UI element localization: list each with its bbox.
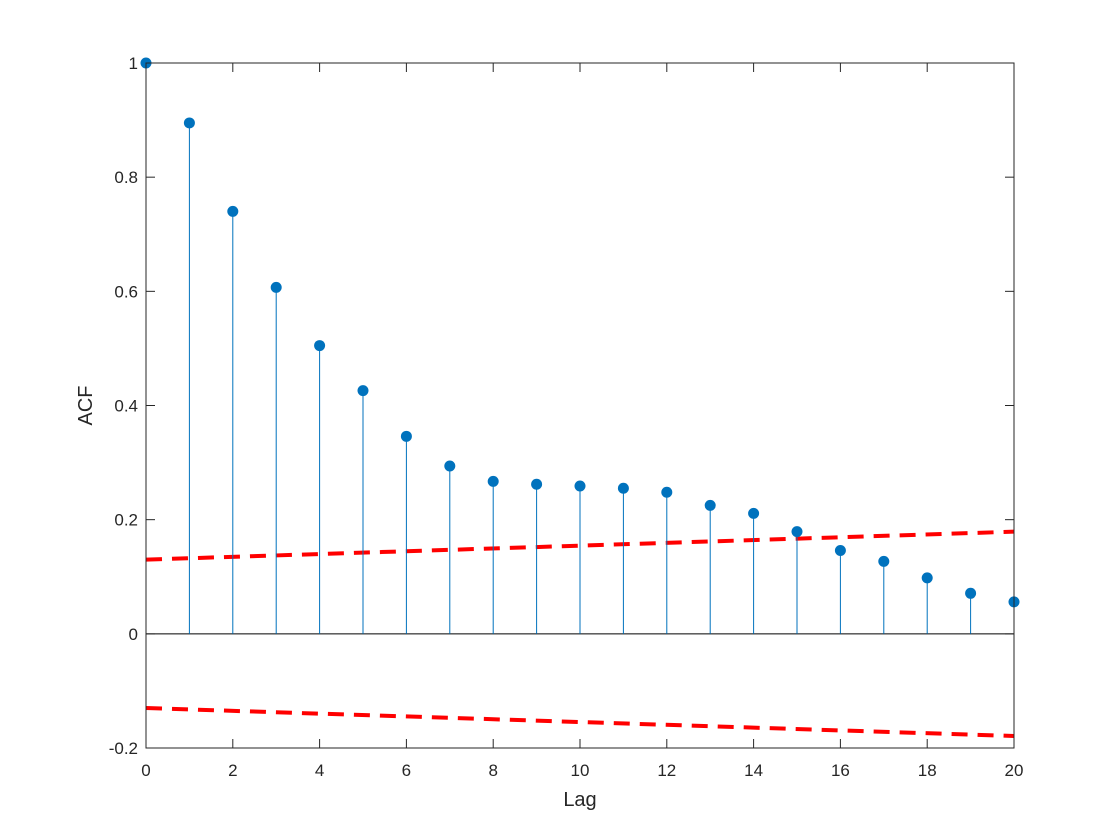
data-point (661, 486, 673, 498)
x-tick-label: 20 (1005, 761, 1024, 780)
lower-confidence-bound (145, 706, 1015, 739)
x-tick-label: 10 (571, 761, 590, 780)
data-point (400, 430, 412, 442)
data-point (357, 385, 369, 397)
x-tick-label: 0 (141, 761, 150, 780)
x-tick-label: 16 (831, 761, 850, 780)
y-tick-label: 0.2 (114, 511, 138, 530)
y-tick-label: 0.8 (114, 168, 138, 187)
y-tick-label: 1 (129, 54, 138, 73)
data-point (314, 340, 326, 352)
data-point (574, 480, 586, 492)
data-point (965, 587, 977, 599)
x-tick-label: 6 (402, 761, 411, 780)
x-tick-label: 2 (228, 761, 237, 780)
data-point (183, 117, 195, 129)
data-point (878, 555, 890, 567)
data-point (791, 526, 803, 538)
x-tick-label: 14 (744, 761, 763, 780)
data-point (270, 281, 282, 293)
data-point (834, 544, 846, 556)
data-point (704, 499, 716, 511)
y-axis-ticks: -0.2 0 0.2 0.4 0.6 0.8 1 (109, 54, 1014, 758)
y-tick-label: 0 (129, 625, 138, 644)
y-tick-label: 0.6 (114, 282, 138, 301)
x-axis-label: Lag (563, 789, 596, 811)
data-point (531, 478, 543, 490)
upper-confidence-bound (145, 529, 1015, 562)
data-point (921, 572, 933, 584)
y-tick-label: -0.2 (109, 739, 138, 758)
data-point (487, 475, 499, 487)
x-tick-label: 8 (488, 761, 497, 780)
stems-layer (145, 63, 1015, 634)
data-point (227, 205, 239, 217)
y-axis-label: ACF (75, 386, 97, 426)
data-point (444, 460, 456, 472)
x-tick-label: 12 (657, 761, 676, 780)
x-axis-ticks: 0 2 4 6 8 10 12 14 16 18 20 (141, 63, 1023, 780)
x-tick-label: 4 (315, 761, 324, 780)
y-tick-label: 0.4 (114, 397, 138, 416)
confidence-bounds-layer (145, 529, 1015, 739)
data-point (617, 482, 629, 494)
data-point (748, 507, 760, 519)
x-tick-label: 18 (918, 761, 937, 780)
